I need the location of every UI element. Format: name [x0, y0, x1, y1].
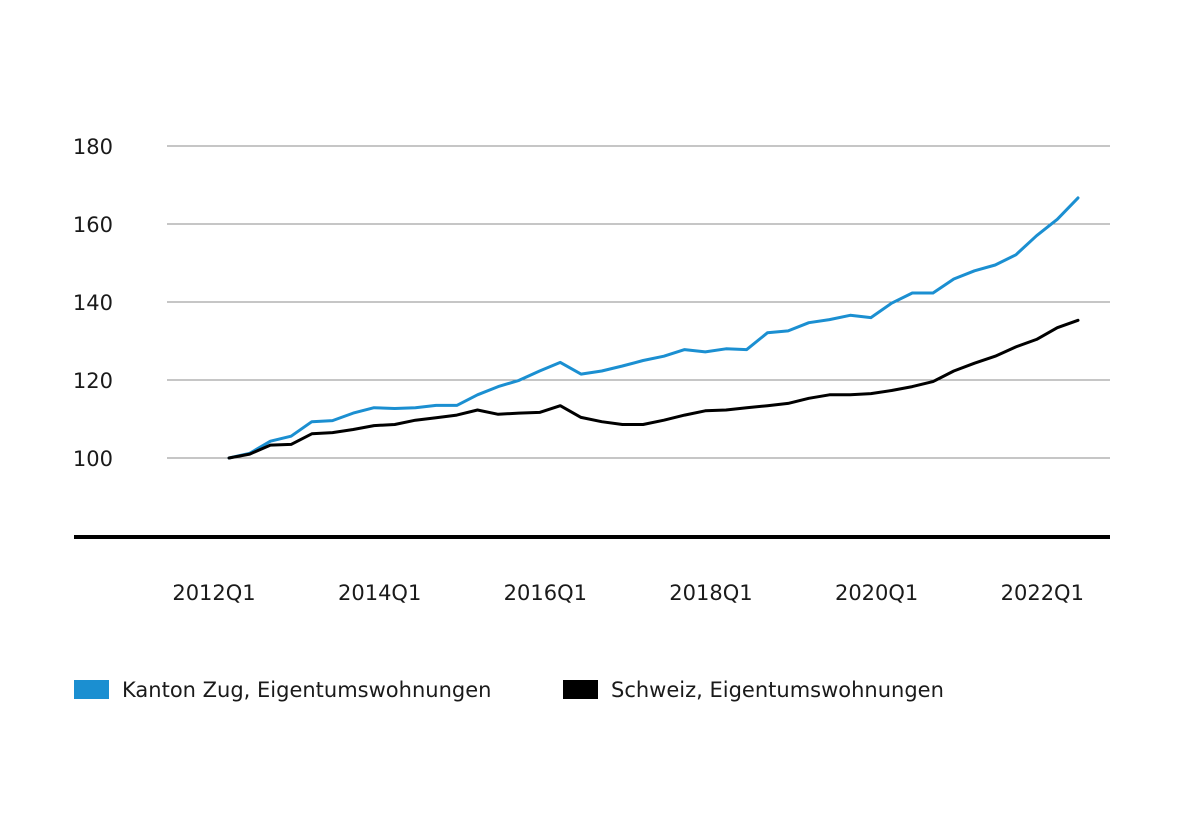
x-tick-label-2012q1: 2012Q1 [172, 581, 255, 605]
legend-label-schweiz: Schweiz, Eigentumswohnungen [611, 678, 944, 702]
y-tick-label-140: 140 [73, 291, 113, 315]
y-tick-label-120: 120 [73, 369, 113, 393]
y-tick-label-160: 160 [73, 213, 113, 237]
series-lines [227, 196, 1080, 460]
series-line-kanton-zug [227, 196, 1080, 460]
y-tick-labels: 180 160 140 120 100 [73, 135, 113, 471]
x-tick-label-2020q1: 2020Q1 [835, 581, 918, 605]
x-tick-label-2018q1: 2018Q1 [669, 581, 752, 605]
x-tick-label-2016q1: 2016Q1 [504, 581, 587, 605]
series-line-schweiz [227, 318, 1080, 460]
legend-label-kanton-zug: Kanton Zug, Eigentumswohnungen [122, 678, 491, 702]
x-tick-label-2014q1: 2014Q1 [338, 581, 421, 605]
y-gridlines [167, 145, 1110, 459]
legend-swatch-schweiz [563, 680, 598, 699]
legend: Kanton Zug, Eigentumswohnungen Schweiz, … [74, 678, 944, 702]
y-tick-label-180: 180 [73, 135, 113, 159]
x-tick-label-2022q1: 2022Q1 [1001, 581, 1084, 605]
y-tick-label-100: 100 [73, 447, 113, 471]
x-tick-labels: 2012Q1 2014Q1 2016Q1 2018Q1 2020Q1 2022Q1 [172, 581, 1084, 605]
legend-swatch-kanton-zug [74, 680, 109, 699]
